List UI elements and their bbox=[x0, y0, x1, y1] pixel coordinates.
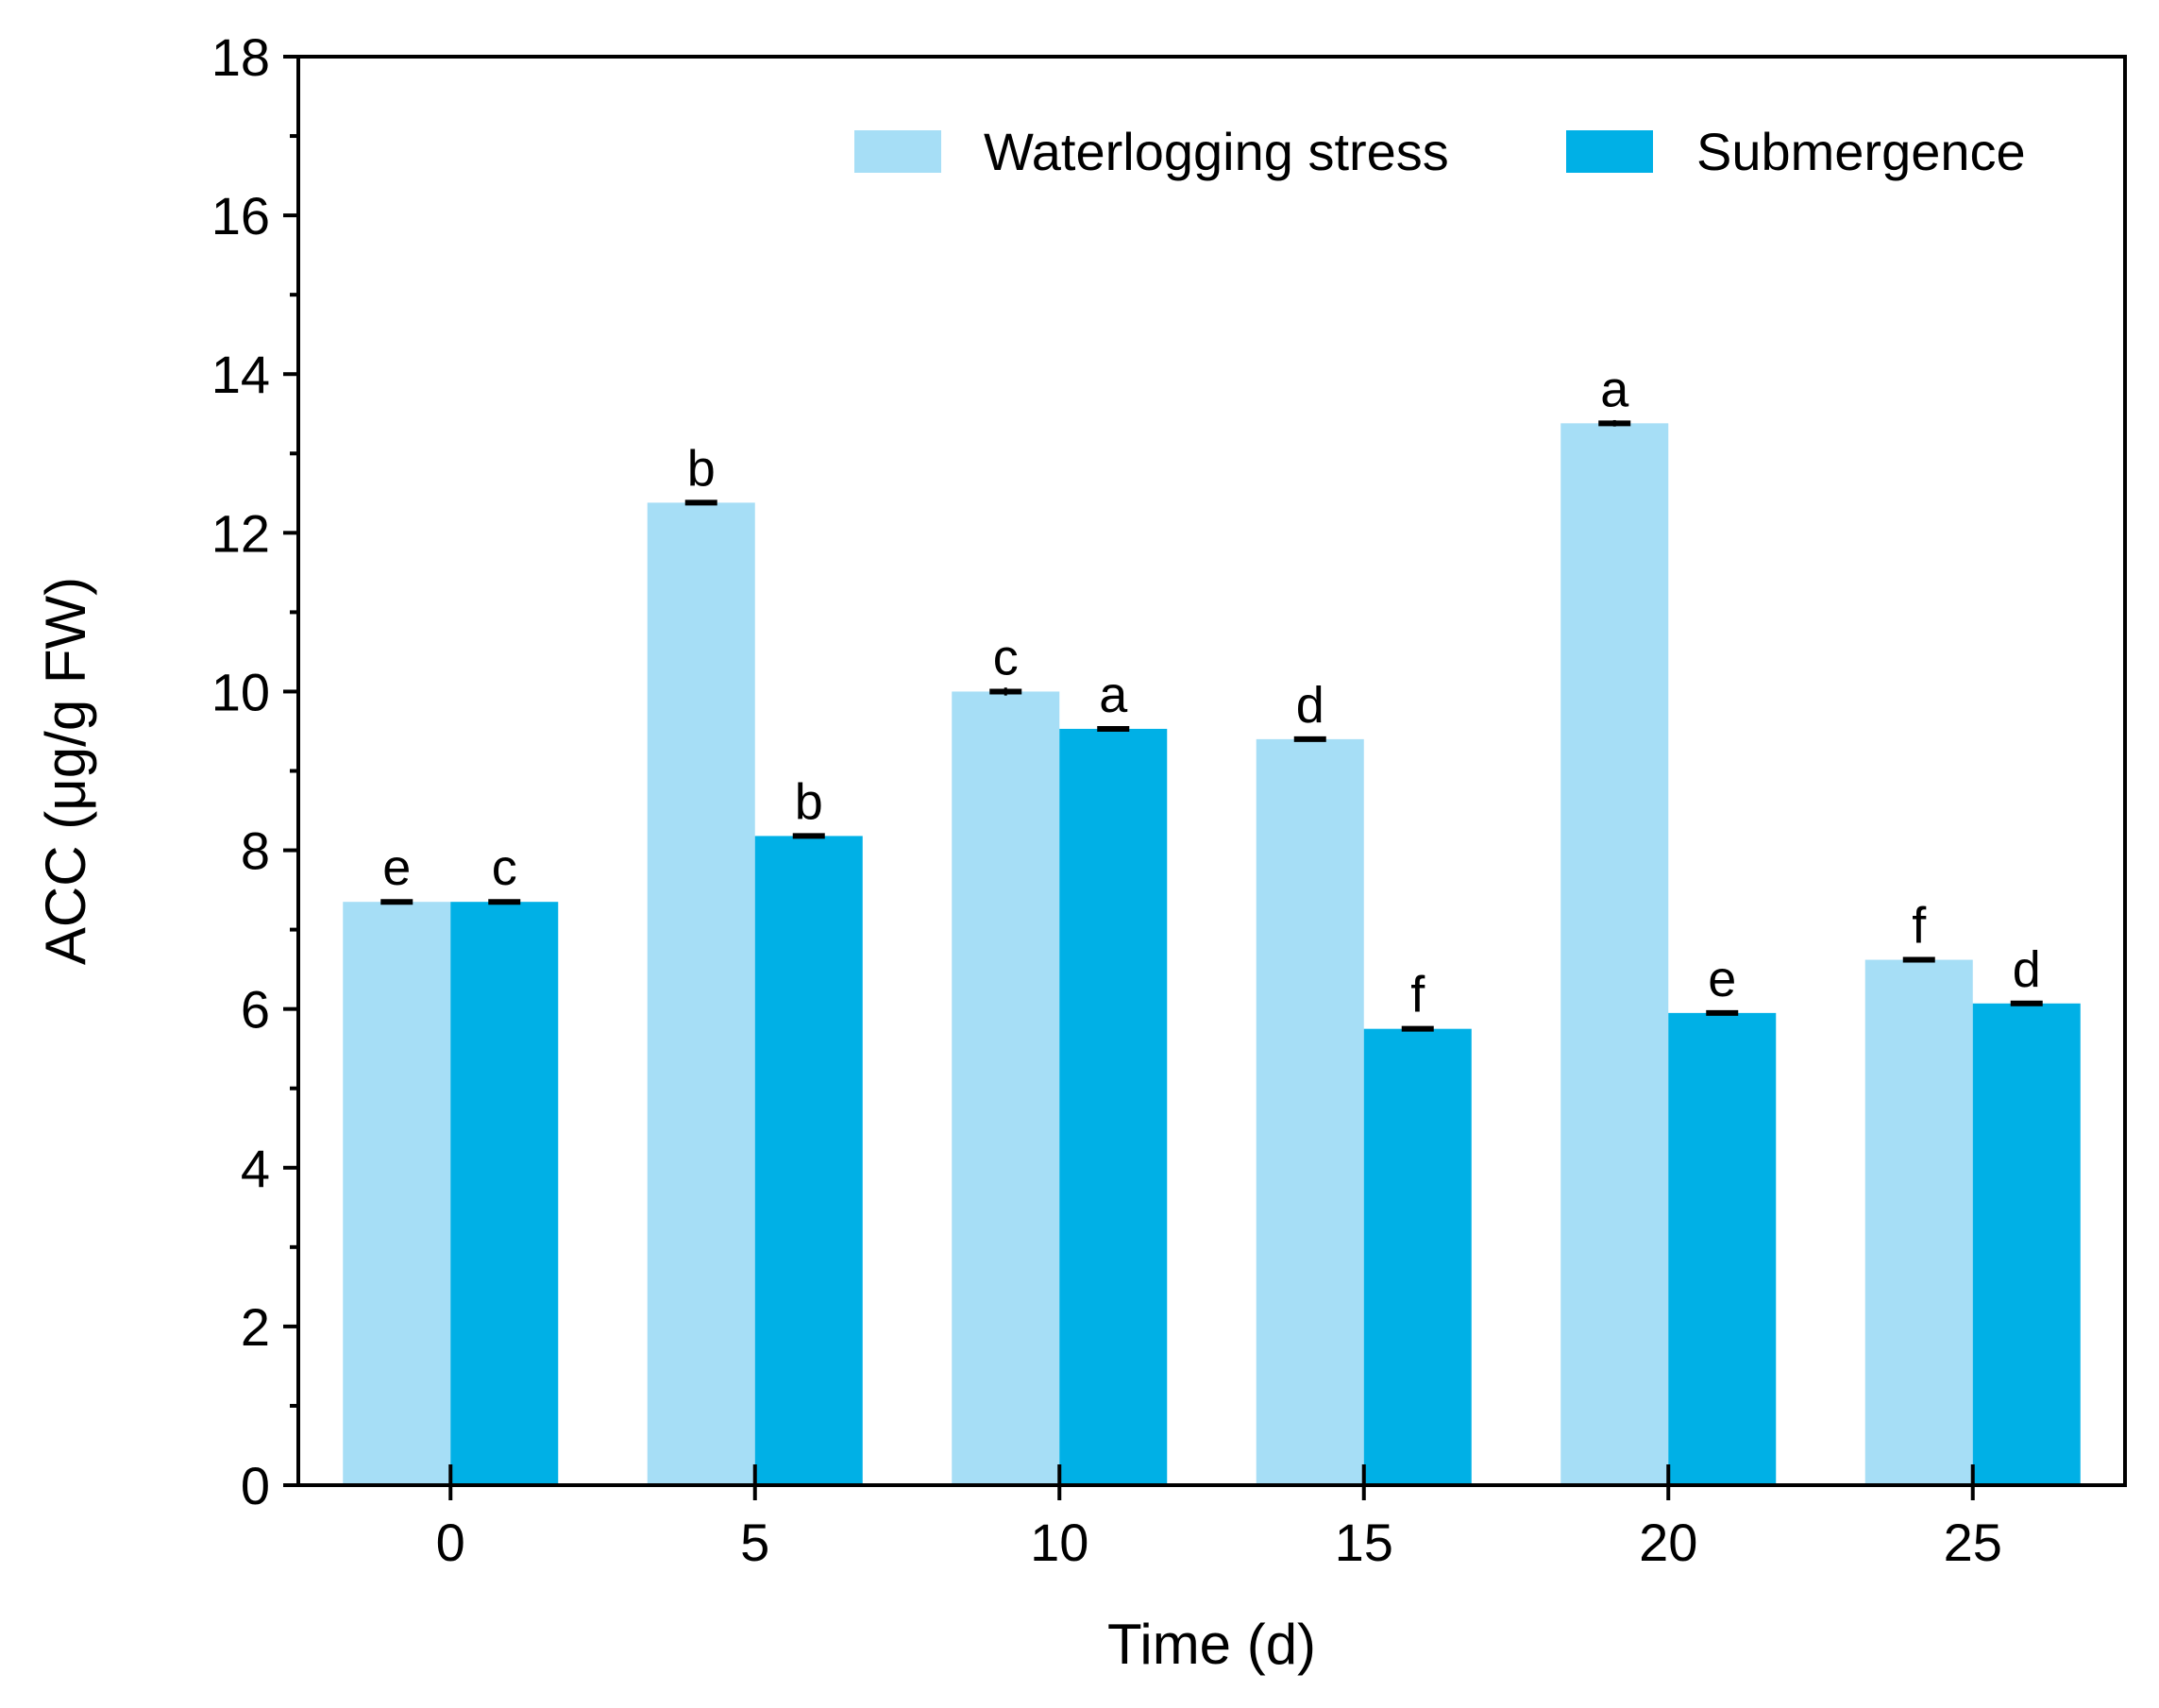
bar-submergence-10 bbox=[1059, 728, 1168, 1485]
y-axis: 0 2 4 6 8 10 12 14 16 18 bbox=[211, 27, 298, 1515]
y-axis-label: ACC (μg/g FW) bbox=[34, 577, 97, 965]
y-tick-label-4: 4 bbox=[241, 1139, 270, 1198]
x-tick-label-25: 25 bbox=[1944, 1513, 2002, 1572]
legend-label-waterlogging: Waterlogging stress bbox=[984, 122, 1449, 181]
bar-submergence-25 bbox=[1972, 1003, 2081, 1485]
significance-letter-1-15: f bbox=[1410, 967, 1425, 1023]
x-tick-label-20: 20 bbox=[1639, 1513, 1697, 1572]
bar-waterlogging-15 bbox=[1256, 738, 1364, 1485]
bar-submergence-5 bbox=[754, 836, 863, 1485]
legend: Waterlogging stress Submergence bbox=[854, 122, 2026, 181]
x-tick-label-15: 15 bbox=[1335, 1513, 1393, 1572]
legend-swatch-submergence bbox=[1566, 130, 1653, 173]
x-tick-label-0: 0 bbox=[436, 1513, 465, 1572]
significance-letter-1-10: a bbox=[1099, 667, 1128, 723]
bar-waterlogging-10 bbox=[952, 691, 1060, 1485]
bar-waterlogging-0 bbox=[343, 902, 451, 1485]
x-axis: 0 5 10 15 20 25 bbox=[436, 1464, 2002, 1572]
bars-layer bbox=[343, 423, 2081, 1485]
y-tick-label-0: 0 bbox=[241, 1456, 270, 1515]
x-axis-label: Time (d) bbox=[1107, 1613, 1316, 1676]
legend-label-submergence: Submergence bbox=[1696, 122, 2026, 181]
y-tick-label-14: 14 bbox=[211, 345, 270, 404]
legend-swatch-waterlogging bbox=[854, 130, 941, 173]
significance-letter-0-10: c bbox=[993, 629, 1019, 685]
y-tick-label-16: 16 bbox=[211, 186, 270, 245]
significance-letter-0-15: d bbox=[1296, 677, 1324, 734]
significance-letter-1-25: d bbox=[2013, 941, 2041, 998]
y-tick-label-2: 2 bbox=[241, 1297, 270, 1357]
significance-letter-1-5: b bbox=[795, 773, 823, 830]
significance-letter-0-0: e bbox=[382, 839, 411, 896]
plot-frame bbox=[296, 55, 2127, 1487]
bar-submergence-20 bbox=[1668, 1012, 1777, 1485]
significance-letter-1-20: e bbox=[1708, 951, 1736, 1007]
bar-waterlogging-20 bbox=[1560, 423, 1669, 1485]
bar-submergence-0 bbox=[450, 902, 559, 1485]
x-tick-label-5: 5 bbox=[740, 1513, 769, 1572]
x-tick-label-10: 10 bbox=[1030, 1513, 1088, 1572]
y-tick-label-10: 10 bbox=[211, 662, 270, 721]
error-bars-layer bbox=[380, 419, 2043, 1032]
bar-waterlogging-5 bbox=[647, 502, 755, 1485]
y-tick-label-6: 6 bbox=[241, 980, 270, 1040]
y-tick-label-12: 12 bbox=[211, 503, 270, 563]
significance-letter-1-0: c bbox=[492, 839, 517, 896]
significance-letter-0-5: b bbox=[687, 440, 716, 497]
significance-letter-0-20: a bbox=[1600, 361, 1629, 417]
y-tick-label-8: 8 bbox=[241, 821, 270, 881]
bar-submergence-15 bbox=[1363, 1028, 1472, 1485]
significance-letters-layer: e c b b c a d f a e f d bbox=[382, 361, 2041, 1023]
bar-waterlogging-25 bbox=[1864, 959, 1973, 1485]
significance-letter-0-25: f bbox=[1912, 898, 1927, 955]
y-tick-label-18: 18 bbox=[211, 27, 270, 87]
